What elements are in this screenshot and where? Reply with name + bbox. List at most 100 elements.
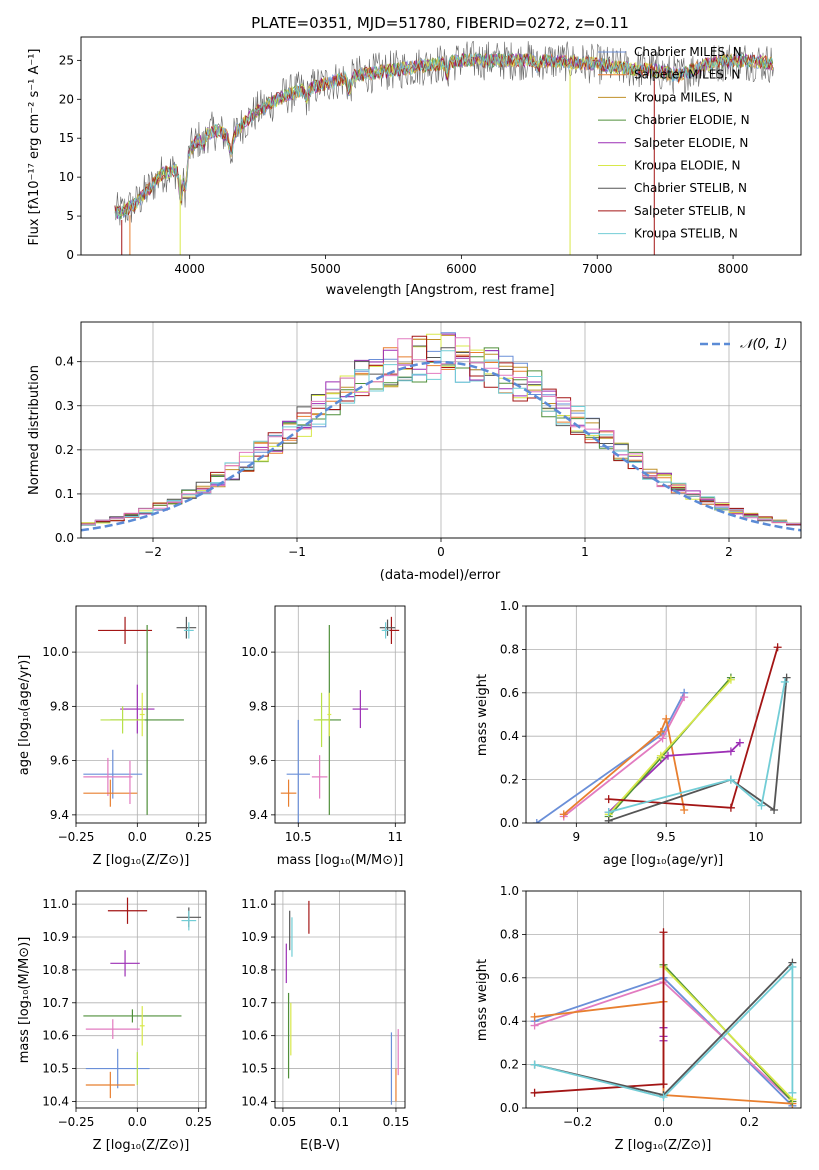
age-vs-mass-xlabel: mass [log₁₀(M/M⊙)]	[277, 853, 404, 868]
legend-label: Chabrier MILES, N	[634, 45, 742, 59]
weight-marker	[735, 738, 744, 747]
age-vs-mass-panel: 10.5 11 9.4 9.6 9.8 10.0	[241, 605, 406, 844]
weight-line	[534, 932, 665, 1094]
y-tick-label: 20	[59, 92, 74, 106]
mass-vs-ebv-panel: 0.05 0.1 0.15 10.4 10.5 10.6 10.7 10.8 10.9 11.0	[241, 890, 409, 1129]
y-tick-label: 0.8	[500, 642, 519, 656]
y-tick-label: 0.4	[55, 355, 74, 369]
y-tick-label: 25	[59, 53, 74, 67]
legend-label: 𝒩(0, 1)	[740, 337, 787, 352]
weight-line	[608, 677, 788, 822]
weight-vs-age-ylabel: mass weight	[475, 674, 490, 756]
y-tick-label: 1.0	[500, 884, 519, 898]
y-tick-label: 10.0	[42, 645, 69, 659]
y-tick-label: 10.0	[241, 645, 268, 659]
x-tick-label: 2	[725, 545, 733, 559]
axes-frame	[274, 890, 406, 1109]
x-tick-label: 5000	[310, 262, 341, 276]
y-tick-label: 10.8	[42, 963, 69, 977]
axes-frame	[75, 890, 207, 1109]
x-tick-label: 4000	[174, 262, 205, 276]
weight-marker	[780, 677, 789, 686]
weight-marker	[559, 810, 568, 819]
weight-marker	[770, 805, 779, 814]
weight-marker	[726, 747, 735, 756]
y-tick-label: 0.6	[500, 971, 519, 985]
y-tick-label: 10.6	[42, 1029, 69, 1043]
x-tick-label: 0.0	[128, 830, 147, 844]
weight-vs-z-panel: −0.2 0.0 0.2 0.0 0.2 0.4 0.6 0.8 1.0	[500, 884, 802, 1129]
weight-marker	[659, 1080, 668, 1089]
gaussian-curve	[81, 360, 801, 532]
mass-vs-z-ylabel: mass [log₁₀(M/M⊙)]	[17, 937, 32, 1064]
y-tick-label: 10.7	[241, 996, 268, 1010]
age-vs-z-ylabel: age [log₁₀(age/yr)]	[17, 655, 32, 776]
weight-vs-z-xlabel: Z [log₁₀(Z/Z⊙)]	[615, 1138, 712, 1153]
legend-label: Kroupa MILES, N	[634, 90, 733, 104]
residuals-panel: −2 −1 0 1 2 0.0 0.1 0.2 0.3 0.4 𝒩(0, 1)	[55, 321, 802, 559]
axes-frame	[525, 890, 802, 1109]
legend-label: Chabrier STELIB, N	[634, 181, 747, 195]
x-tick-label: 10	[748, 830, 763, 844]
weight-marker	[659, 928, 668, 937]
weight-marker	[659, 1093, 668, 1102]
x-tick-label: 0.25	[185, 830, 212, 844]
spectrum-xlabel: wavelength [Angstrom, rest frame]	[326, 283, 555, 298]
weight-vs-z-ylabel: mass weight	[475, 959, 490, 1041]
x-tick-label: −2	[144, 545, 162, 559]
spectrum-line-salpeter-stelib	[114, 52, 774, 218]
age-vs-z-xlabel: Z [log₁₀(Z/Z⊙)]	[93, 853, 190, 868]
legend-label: Kroupa STELIB, N	[634, 227, 738, 241]
plot-area	[83, 897, 202, 1099]
y-tick-label: 0.0	[55, 531, 74, 545]
x-tick-label: 10.5	[285, 830, 312, 844]
y-tick-label: 10.8	[241, 963, 268, 977]
x-tick-label: 9.5	[657, 830, 676, 844]
weight-marker	[726, 775, 735, 784]
legend-label: Salpeter STELIB, N	[634, 204, 746, 218]
x-tick-label: −0.25	[58, 830, 95, 844]
axes-frame	[525, 605, 802, 824]
weight-marker	[757, 801, 766, 810]
weight-line	[534, 964, 794, 1099]
weight-marker	[782, 673, 791, 682]
x-tick-label: 9	[573, 830, 581, 844]
mass-vs-z-xlabel: Z [log₁₀(Z/Z⊙)]	[93, 1138, 190, 1153]
x-tick-label: 0.1	[330, 1115, 349, 1129]
y-tick-label: 11.0	[241, 897, 268, 911]
y-tick-label: 9.6	[50, 754, 69, 768]
y-tick-label: 10.6	[241, 1029, 268, 1043]
y-tick-label: 15	[59, 131, 74, 145]
axes-frame	[80, 321, 802, 539]
legend-label: Chabrier ELODIE, N	[634, 113, 750, 127]
histogram-step-line	[81, 337, 801, 527]
mass-vs-ebv-xlabel: E(B-V)	[300, 1138, 340, 1153]
spectrum-line-kroupa-stelib	[114, 52, 774, 220]
weight-marker	[604, 816, 613, 823]
weight-marker	[788, 962, 797, 971]
age-vs-z-panel: −0.25 0.0 0.25 9.4 9.6 9.8 10.0	[42, 605, 212, 844]
residuals-ylabel: Normed distribution	[27, 365, 42, 495]
x-tick-label: 0.25	[185, 1115, 212, 1129]
weight-marker	[530, 1012, 539, 1021]
spectrum-panel: 4000 5000 6000 7000 8000 0 5 10 15 20 25 Chabrier M…	[59, 36, 802, 276]
plot-area	[530, 928, 797, 1108]
weight-line	[608, 681, 786, 813]
y-tick-label: 0.1	[55, 487, 74, 501]
y-tick-label: 9.6	[249, 754, 268, 768]
weight-line	[608, 679, 732, 815]
weight-marker	[773, 643, 782, 652]
weight-vs-age-panel: 9 9.5 10 0.0 0.2 0.4 0.6 0.8 1.0	[500, 599, 802, 844]
x-tick-label: 1	[581, 545, 589, 559]
x-tick-label: 0	[437, 545, 445, 559]
weight-marker	[656, 727, 665, 736]
weight-line	[608, 742, 741, 813]
weight-marker	[726, 675, 735, 684]
weight-marker	[680, 693, 689, 702]
y-tick-label: 0.4	[500, 729, 519, 743]
y-tick-label: 9.4	[50, 808, 69, 822]
x-tick-label: 8000	[718, 262, 749, 276]
y-tick-label: 10.4	[42, 1094, 69, 1108]
plot-area	[532, 643, 791, 823]
